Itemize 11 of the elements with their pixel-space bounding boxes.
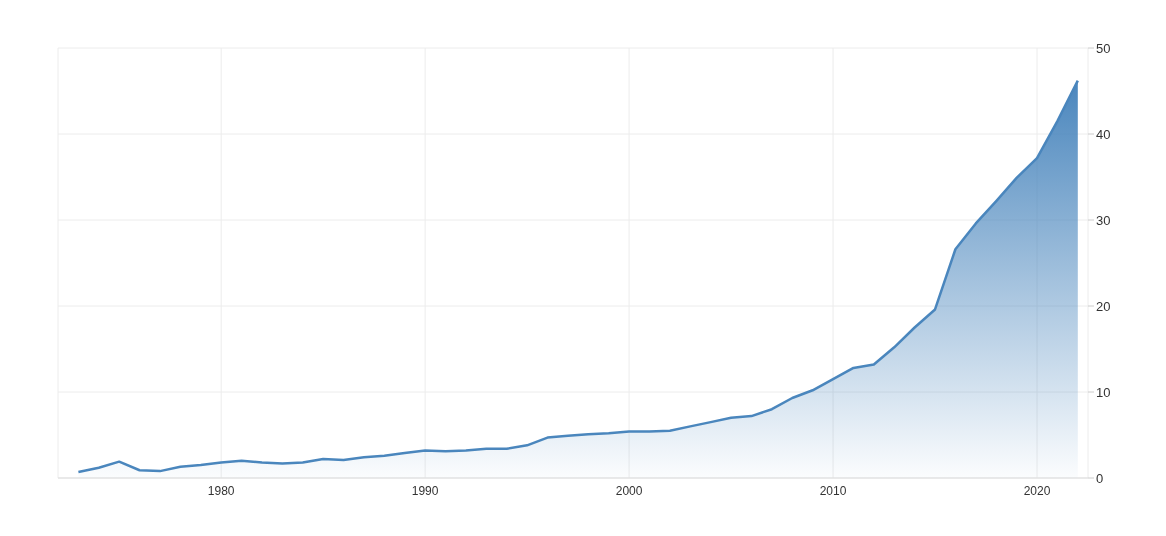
y-tick-label: 0 (1096, 470, 1104, 486)
x-tick-label: 2000 (615, 483, 643, 498)
y-tick-label: 40 (1096, 126, 1111, 142)
y-tick-label: 30 (1096, 212, 1111, 228)
x-tick-label: 2020 (1023, 483, 1051, 498)
y-tick-label: 10 (1096, 384, 1111, 400)
x-tick-label: 2010 (819, 483, 847, 498)
y-tick-label: 20 (1096, 298, 1111, 314)
x-tick-label: 1990 (411, 483, 439, 498)
y-tick-label: 50 (1096, 40, 1111, 56)
x-tick-label: 1980 (207, 483, 235, 498)
